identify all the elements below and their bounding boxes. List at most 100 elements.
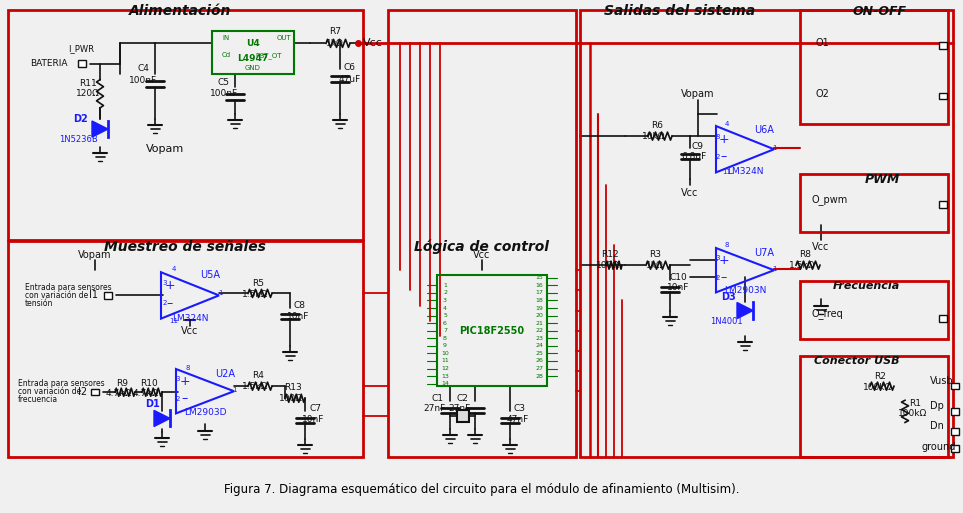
Text: R5: R5 bbox=[252, 279, 264, 288]
Text: C3: C3 bbox=[514, 404, 526, 413]
Text: C5: C5 bbox=[218, 78, 230, 87]
Polygon shape bbox=[154, 410, 170, 426]
Text: 12: 12 bbox=[441, 366, 449, 371]
Text: 4: 4 bbox=[171, 266, 176, 272]
Text: U7A: U7A bbox=[754, 248, 774, 258]
Text: C8: C8 bbox=[294, 301, 306, 310]
Bar bbox=[580, 10, 953, 457]
Text: LM324N: LM324N bbox=[727, 167, 764, 176]
Bar bbox=[91, 389, 99, 396]
Text: 4: 4 bbox=[725, 121, 729, 127]
Text: 5: 5 bbox=[443, 313, 447, 318]
Text: C6: C6 bbox=[344, 63, 356, 72]
Text: D2: D2 bbox=[72, 114, 88, 124]
Text: R6: R6 bbox=[651, 121, 663, 129]
Text: 1N4001: 1N4001 bbox=[710, 317, 742, 326]
Text: 120Ω: 120Ω bbox=[76, 89, 100, 98]
Text: 22: 22 bbox=[535, 328, 543, 333]
Text: LM2903D: LM2903D bbox=[184, 408, 226, 417]
Text: R1: R1 bbox=[909, 399, 921, 408]
Text: R12: R12 bbox=[601, 250, 619, 259]
Bar bbox=[8, 241, 363, 457]
Bar bbox=[212, 31, 294, 73]
Text: 21: 21 bbox=[535, 321, 543, 326]
Text: 6: 6 bbox=[443, 321, 447, 326]
Text: 26: 26 bbox=[535, 359, 543, 364]
Text: 10nF: 10nF bbox=[287, 312, 309, 321]
Bar bbox=[939, 92, 947, 99]
Text: Entrada para sensores: Entrada para sensores bbox=[18, 379, 105, 388]
Text: R3: R3 bbox=[649, 250, 661, 259]
Text: con variación de: con variación de bbox=[25, 291, 89, 300]
Text: 14: 14 bbox=[441, 381, 449, 386]
Text: 11: 11 bbox=[722, 169, 732, 175]
Text: IN: IN bbox=[222, 35, 229, 42]
Text: GND: GND bbox=[245, 65, 261, 71]
Text: R7: R7 bbox=[329, 27, 341, 36]
Text: 100nF: 100nF bbox=[129, 76, 157, 85]
Text: Conector USB: Conector USB bbox=[815, 356, 900, 366]
Text: O_freq: O_freq bbox=[812, 308, 844, 319]
Text: Salidas del sistema: Salidas del sistema bbox=[605, 4, 756, 18]
Text: Figura 7. Diagrama esquemático del circuito para el módulo de afinamiento (Multi: Figura 7. Diagrama esquemático del circu… bbox=[223, 483, 740, 497]
Text: 10: 10 bbox=[441, 351, 449, 356]
Bar bbox=[388, 10, 576, 457]
Text: Vopam: Vopam bbox=[145, 144, 184, 154]
Bar bbox=[78, 61, 86, 67]
Text: 1: 1 bbox=[218, 290, 222, 297]
Bar bbox=[437, 275, 547, 386]
Text: 13: 13 bbox=[441, 373, 449, 379]
Text: C10: C10 bbox=[669, 273, 687, 282]
Text: LM2903N: LM2903N bbox=[724, 286, 767, 295]
Text: R10: R10 bbox=[141, 379, 158, 388]
Text: Vcc: Vcc bbox=[363, 38, 383, 48]
Bar bbox=[951, 428, 959, 435]
Bar bbox=[939, 315, 947, 322]
Text: Muestreo de señales: Muestreo de señales bbox=[104, 240, 266, 254]
Text: Vcc: Vcc bbox=[473, 250, 491, 260]
Bar bbox=[800, 10, 948, 124]
Text: 3: 3 bbox=[716, 255, 720, 261]
Text: 47nF: 47nF bbox=[507, 415, 529, 424]
Text: 1N5236B: 1N5236B bbox=[59, 134, 97, 144]
Text: C4: C4 bbox=[137, 64, 149, 73]
Text: C9: C9 bbox=[692, 142, 704, 151]
Text: frecuencia: frecuencia bbox=[18, 395, 58, 404]
Text: Vcc: Vcc bbox=[681, 188, 699, 198]
Text: Alimentación: Alimentación bbox=[129, 4, 231, 18]
Text: I1: I1 bbox=[89, 290, 97, 301]
Text: 8: 8 bbox=[443, 336, 447, 341]
Text: 28: 28 bbox=[535, 373, 543, 379]
Text: Frecuencia: Frecuencia bbox=[833, 281, 900, 291]
Text: 2: 2 bbox=[716, 275, 720, 281]
Text: 27nF: 27nF bbox=[448, 404, 470, 413]
Text: R11: R11 bbox=[79, 79, 97, 88]
Text: 23: 23 bbox=[535, 336, 543, 341]
Text: ground: ground bbox=[922, 442, 956, 451]
Text: 4: 4 bbox=[443, 306, 447, 310]
Text: 8: 8 bbox=[186, 365, 191, 371]
Text: 20: 20 bbox=[535, 313, 543, 318]
Bar bbox=[800, 174, 948, 232]
Text: 100kΩ: 100kΩ bbox=[898, 409, 927, 418]
Text: 15: 15 bbox=[535, 275, 543, 280]
Text: ON-OFF: ON-OFF bbox=[853, 5, 907, 17]
Text: 27: 27 bbox=[535, 366, 543, 371]
Text: R4: R4 bbox=[252, 370, 264, 380]
Text: 100kΩ: 100kΩ bbox=[864, 383, 893, 392]
Text: U4: U4 bbox=[247, 38, 260, 48]
Text: 24: 24 bbox=[535, 343, 543, 348]
Text: tensión: tensión bbox=[25, 299, 53, 308]
Text: OUT: OUT bbox=[277, 35, 292, 42]
Polygon shape bbox=[92, 121, 108, 137]
Text: U2A: U2A bbox=[215, 369, 235, 379]
Text: 1: 1 bbox=[443, 283, 447, 288]
Text: D3: D3 bbox=[720, 292, 736, 303]
Text: O_pwm: O_pwm bbox=[812, 194, 848, 205]
Bar bbox=[939, 202, 947, 208]
Text: I2: I2 bbox=[78, 387, 88, 397]
Text: 1.5kΩ: 1.5kΩ bbox=[242, 290, 268, 299]
Text: 1kΩ: 1kΩ bbox=[646, 261, 664, 270]
Text: 19: 19 bbox=[535, 306, 543, 310]
Text: R9: R9 bbox=[116, 379, 128, 388]
